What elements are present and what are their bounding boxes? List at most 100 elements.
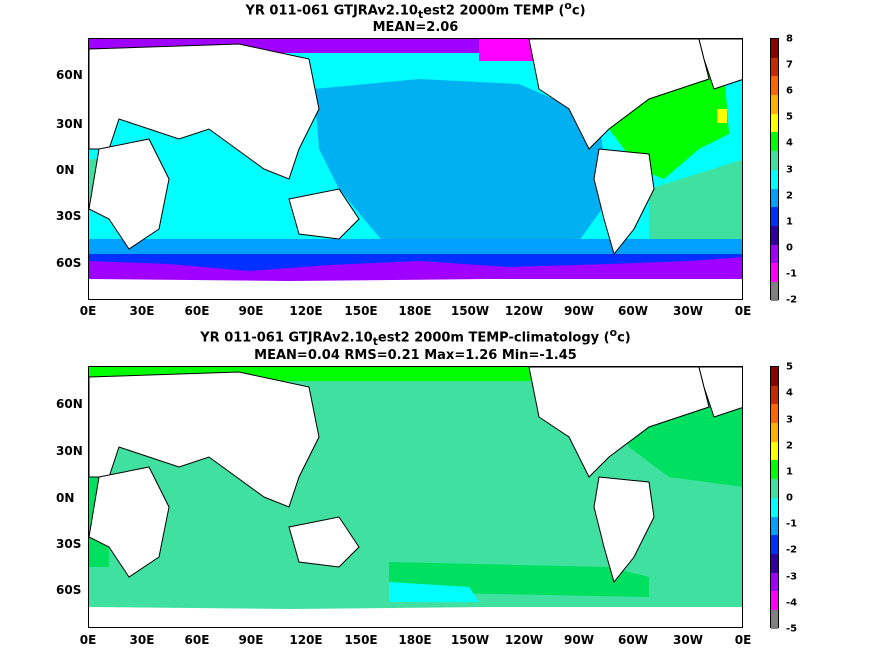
panel2-colorbar <box>770 366 779 629</box>
colorbar-swatch <box>771 385 778 405</box>
colorbar-label: 5 <box>786 111 793 123</box>
colorbar-swatch <box>771 460 778 480</box>
colorbar-swatch <box>771 76 778 96</box>
colorbar-label: -1 <box>786 518 798 530</box>
panel2-stats: MEAN=0.04 RMS=0.21 Max=1.26 Min=-1.45 <box>254 348 577 363</box>
x-label: 30E <box>129 304 155 318</box>
colorbar-label: 4 <box>786 387 793 399</box>
panel2-map-svg <box>89 367 742 627</box>
colorbar-swatch <box>771 113 778 133</box>
panel1-map-svg <box>89 39 742 299</box>
x-label: 150W <box>450 304 490 318</box>
south-america <box>593 476 655 584</box>
x-label: 0E <box>79 633 97 647</box>
x-label: 150W <box>450 633 490 647</box>
x-label: 120W <box>504 633 544 647</box>
eurasia-africa-north <box>89 371 320 508</box>
pacific-basin <box>314 79 609 269</box>
x-label: 30W <box>673 633 703 647</box>
x-label: 0E <box>79 304 97 318</box>
panel1-title-part1: YR 011-061 GTJRAv2.10 <box>245 3 418 19</box>
x-label: 180E <box>398 633 432 647</box>
colorbar-label: 4 <box>786 137 793 149</box>
colorbar-label: -2 <box>786 294 798 306</box>
colorbar-label: -4 <box>786 597 798 609</box>
colorbar-label: 5 <box>786 361 793 373</box>
panel1-map <box>88 38 743 300</box>
x-label: 120E <box>289 633 323 647</box>
panel2-title: YR 011-061 GTJRAv2.10test2 2000m TEMP-cl… <box>88 325 743 350</box>
panel2-title-part1: YR 011-061 GTJRAv2.10 <box>200 330 373 346</box>
colorbar-swatch <box>771 225 778 245</box>
colorbar-label: 2 <box>786 190 793 202</box>
x-label: 90E <box>238 633 264 647</box>
panel1-title-part2: est2 2000m TEMP ( <box>423 3 565 19</box>
africa <box>89 466 170 578</box>
continents <box>89 39 742 256</box>
x-label: 90W <box>564 304 594 318</box>
colorbar-swatch <box>771 591 778 610</box>
x-label: 60E <box>184 304 210 318</box>
colorbar-swatch <box>771 367 778 386</box>
panel2-title-part2: est2 2000m TEMP-climatology ( <box>377 330 610 346</box>
colorbar-swatch <box>771 57 778 77</box>
africa <box>89 138 170 250</box>
y-label-60s: 60S <box>56 583 82 597</box>
australia <box>288 516 360 568</box>
colorbar-swatch <box>771 151 778 170</box>
y-label-0n: 0N <box>56 491 75 505</box>
colorbar-swatch <box>771 188 778 208</box>
y-label-60n: 60N <box>56 397 83 411</box>
antarctica <box>89 607 742 627</box>
y-label-30n: 30N <box>56 117 83 131</box>
colorbar-swatch <box>771 553 778 573</box>
colorbar-swatch <box>771 404 778 424</box>
colorbar-label: 0 <box>786 242 793 254</box>
colorbar-label: 0 <box>786 492 793 504</box>
colorbar-label: 2 <box>786 440 793 452</box>
colorbar-swatch <box>771 441 778 461</box>
colorbar-label: 7 <box>786 59 793 71</box>
x-label: 120E <box>289 304 323 318</box>
x-label: 60E <box>184 633 210 647</box>
panel1-title-sup: o <box>564 0 572 12</box>
continents <box>89 367 742 584</box>
colorbar-swatch <box>771 132 778 152</box>
colorbar-label: 1 <box>786 216 793 228</box>
panel1-colorbar <box>770 38 779 301</box>
colorbar-label: 6 <box>786 85 793 97</box>
colorbar-label: -5 <box>786 623 798 635</box>
colorbar-label: 8 <box>786 33 793 45</box>
y-label-0n: 0N <box>56 163 75 177</box>
colorbar-label: -3 <box>786 571 798 583</box>
y-label-30s: 30S <box>56 209 82 223</box>
x-label: 90E <box>238 304 264 318</box>
australia <box>288 188 360 240</box>
eurasia-africa-north <box>89 43 320 180</box>
colorbar-swatch <box>771 263 778 282</box>
colorbar-swatch <box>771 479 778 498</box>
x-label: 0E <box>734 633 752 647</box>
x-label: 60W <box>618 304 648 318</box>
south-america <box>593 148 655 256</box>
y-label-60s: 60S <box>56 256 82 270</box>
y-label-30n: 30N <box>56 444 83 458</box>
colorbar-swatch <box>771 244 778 264</box>
x-label: 90W <box>564 633 594 647</box>
colorbar-label: 3 <box>786 164 793 176</box>
colorbar-swatch <box>771 95 778 114</box>
colorbar-label: 3 <box>786 414 793 426</box>
panel2-map <box>88 366 743 628</box>
colorbar-swatch <box>771 169 778 189</box>
colorbar-swatch <box>771 516 778 536</box>
south-atlantic <box>649 159 742 244</box>
colorbar-label: 1 <box>786 466 793 478</box>
colorbar-label: -1 <box>786 268 798 280</box>
antarctica <box>89 279 742 299</box>
panel2-title-end: c) <box>617 330 631 346</box>
panel1-title-sub: t <box>417 7 424 21</box>
panel1-title-end: c) <box>571 3 586 19</box>
colorbar-swatch <box>771 497 778 517</box>
panel2-title-sup: o <box>609 326 618 339</box>
colorbar-swatch <box>771 281 778 301</box>
